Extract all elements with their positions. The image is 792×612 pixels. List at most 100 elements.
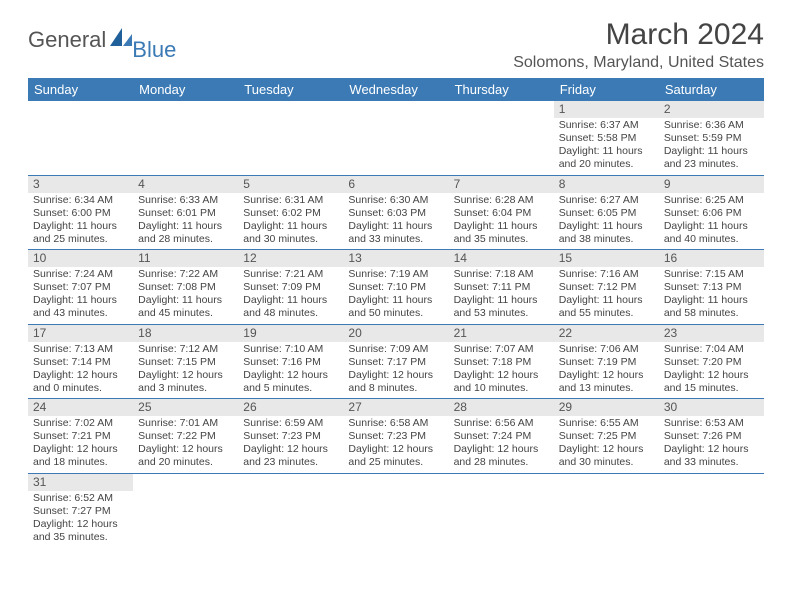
sunrise-text: Sunrise: 6:56 AM bbox=[454, 417, 549, 430]
day-number: 19 bbox=[238, 325, 343, 342]
sunrise-text: Sunrise: 6:34 AM bbox=[33, 194, 128, 207]
day-number: 22 bbox=[554, 325, 659, 342]
calendar-cell: 17Sunrise: 7:13 AMSunset: 7:14 PMDayligh… bbox=[28, 324, 133, 399]
sunset-text: Sunset: 7:07 PM bbox=[33, 281, 128, 294]
calendar-cell: 8Sunrise: 6:27 AMSunset: 6:05 PMDaylight… bbox=[554, 175, 659, 250]
sunrise-text: Sunrise: 7:07 AM bbox=[454, 343, 549, 356]
sunset-text: Sunset: 5:58 PM bbox=[559, 132, 654, 145]
calendar-cell: 29Sunrise: 6:55 AMSunset: 7:25 PMDayligh… bbox=[554, 399, 659, 474]
sunrise-text: Sunrise: 6:55 AM bbox=[559, 417, 654, 430]
sunset-text: Sunset: 6:05 PM bbox=[559, 207, 654, 220]
day-number: 17 bbox=[28, 325, 133, 342]
day-content: Sunrise: 6:33 AMSunset: 6:01 PMDaylight:… bbox=[133, 193, 238, 250]
weekday-header: Thursday bbox=[449, 78, 554, 101]
calendar-cell: 30Sunrise: 6:53 AMSunset: 7:26 PMDayligh… bbox=[659, 399, 764, 474]
sunset-text: Sunset: 7:09 PM bbox=[243, 281, 338, 294]
sunset-text: Sunset: 7:24 PM bbox=[454, 430, 549, 443]
day-number: 12 bbox=[238, 250, 343, 267]
header: General Blue March 2024 Solomons, Maryla… bbox=[28, 18, 764, 72]
sunrise-text: Sunrise: 6:58 AM bbox=[348, 417, 443, 430]
day-content: Sunrise: 6:34 AMSunset: 6:00 PMDaylight:… bbox=[28, 193, 133, 250]
daylight-text: Daylight: 11 hours and 33 minutes. bbox=[348, 220, 443, 246]
day-number: 8 bbox=[554, 176, 659, 193]
day-content: Sunrise: 6:37 AMSunset: 5:58 PMDaylight:… bbox=[554, 118, 659, 175]
sunset-text: Sunset: 7:19 PM bbox=[559, 356, 654, 369]
sunrise-text: Sunrise: 7:18 AM bbox=[454, 268, 549, 281]
sunset-text: Sunset: 6:04 PM bbox=[454, 207, 549, 220]
calendar-cell: 28Sunrise: 6:56 AMSunset: 7:24 PMDayligh… bbox=[449, 399, 554, 474]
day-content: Sunrise: 6:56 AMSunset: 7:24 PMDaylight:… bbox=[449, 416, 554, 473]
daylight-text: Daylight: 11 hours and 48 minutes. bbox=[243, 294, 338, 320]
weekday-header: Sunday bbox=[28, 78, 133, 101]
day-number: 5 bbox=[238, 176, 343, 193]
sunset-text: Sunset: 7:23 PM bbox=[348, 430, 443, 443]
calendar-cell: 4Sunrise: 6:33 AMSunset: 6:01 PMDaylight… bbox=[133, 175, 238, 250]
sunset-text: Sunset: 6:03 PM bbox=[348, 207, 443, 220]
sail-icon bbox=[108, 26, 134, 53]
day-content: Sunrise: 6:53 AMSunset: 7:26 PMDaylight:… bbox=[659, 416, 764, 473]
weekday-header-row: Sunday Monday Tuesday Wednesday Thursday… bbox=[28, 78, 764, 101]
day-number: 24 bbox=[28, 399, 133, 416]
day-number: 1 bbox=[554, 101, 659, 118]
day-number: 6 bbox=[343, 176, 448, 193]
sunrise-text: Sunrise: 7:02 AM bbox=[33, 417, 128, 430]
day-number: 2 bbox=[659, 101, 764, 118]
calendar-cell: 5Sunrise: 6:31 AMSunset: 6:02 PMDaylight… bbox=[238, 175, 343, 250]
sunrise-text: Sunrise: 7:12 AM bbox=[138, 343, 233, 356]
day-content: Sunrise: 6:30 AMSunset: 6:03 PMDaylight:… bbox=[343, 193, 448, 250]
day-content: Sunrise: 7:07 AMSunset: 7:18 PMDaylight:… bbox=[449, 342, 554, 399]
daylight-text: Daylight: 12 hours and 20 minutes. bbox=[138, 443, 233, 469]
day-number: 9 bbox=[659, 176, 764, 193]
sunset-text: Sunset: 7:12 PM bbox=[559, 281, 654, 294]
day-content: Sunrise: 7:12 AMSunset: 7:15 PMDaylight:… bbox=[133, 342, 238, 399]
sunset-text: Sunset: 6:02 PM bbox=[243, 207, 338, 220]
daylight-text: Daylight: 12 hours and 13 minutes. bbox=[559, 369, 654, 395]
calendar-cell: 26Sunrise: 6:59 AMSunset: 7:23 PMDayligh… bbox=[238, 399, 343, 474]
daylight-text: Daylight: 12 hours and 35 minutes. bbox=[33, 518, 128, 544]
day-content: Sunrise: 7:15 AMSunset: 7:13 PMDaylight:… bbox=[659, 267, 764, 324]
day-content: Sunrise: 7:01 AMSunset: 7:22 PMDaylight:… bbox=[133, 416, 238, 473]
calendar-cell bbox=[343, 101, 448, 175]
daylight-text: Daylight: 11 hours and 55 minutes. bbox=[559, 294, 654, 320]
calendar-cell: 31Sunrise: 6:52 AMSunset: 7:27 PMDayligh… bbox=[28, 473, 133, 547]
calendar-cell: 19Sunrise: 7:10 AMSunset: 7:16 PMDayligh… bbox=[238, 324, 343, 399]
daylight-text: Daylight: 12 hours and 3 minutes. bbox=[138, 369, 233, 395]
calendar-cell: 27Sunrise: 6:58 AMSunset: 7:23 PMDayligh… bbox=[343, 399, 448, 474]
sunrise-text: Sunrise: 7:22 AM bbox=[138, 268, 233, 281]
logo-text-sub: Blue bbox=[132, 37, 176, 63]
sunset-text: Sunset: 7:18 PM bbox=[454, 356, 549, 369]
sunrise-text: Sunrise: 7:16 AM bbox=[559, 268, 654, 281]
day-content: Sunrise: 6:31 AMSunset: 6:02 PMDaylight:… bbox=[238, 193, 343, 250]
day-number: 27 bbox=[343, 399, 448, 416]
day-number: 20 bbox=[343, 325, 448, 342]
daylight-text: Daylight: 11 hours and 20 minutes. bbox=[559, 145, 654, 171]
day-number: 13 bbox=[343, 250, 448, 267]
sunset-text: Sunset: 7:13 PM bbox=[664, 281, 759, 294]
calendar-cell: 12Sunrise: 7:21 AMSunset: 7:09 PMDayligh… bbox=[238, 250, 343, 325]
day-number: 23 bbox=[659, 325, 764, 342]
sunrise-text: Sunrise: 6:36 AM bbox=[664, 119, 759, 132]
day-content: Sunrise: 6:36 AMSunset: 5:59 PMDaylight:… bbox=[659, 118, 764, 175]
daylight-text: Daylight: 11 hours and 35 minutes. bbox=[454, 220, 549, 246]
calendar-cell: 2Sunrise: 6:36 AMSunset: 5:59 PMDaylight… bbox=[659, 101, 764, 175]
day-content: Sunrise: 7:13 AMSunset: 7:14 PMDaylight:… bbox=[28, 342, 133, 399]
calendar-cell: 14Sunrise: 7:18 AMSunset: 7:11 PMDayligh… bbox=[449, 250, 554, 325]
sunrise-text: Sunrise: 6:31 AM bbox=[243, 194, 338, 207]
sunrise-text: Sunrise: 6:53 AM bbox=[664, 417, 759, 430]
day-content: Sunrise: 7:16 AMSunset: 7:12 PMDaylight:… bbox=[554, 267, 659, 324]
daylight-text: Daylight: 12 hours and 8 minutes. bbox=[348, 369, 443, 395]
sunrise-text: Sunrise: 7:06 AM bbox=[559, 343, 654, 356]
day-number: 29 bbox=[554, 399, 659, 416]
calendar-cell: 15Sunrise: 7:16 AMSunset: 7:12 PMDayligh… bbox=[554, 250, 659, 325]
calendar-cell: 10Sunrise: 7:24 AMSunset: 7:07 PMDayligh… bbox=[28, 250, 133, 325]
sunset-text: Sunset: 7:20 PM bbox=[664, 356, 759, 369]
daylight-text: Daylight: 12 hours and 5 minutes. bbox=[243, 369, 338, 395]
sunrise-text: Sunrise: 6:52 AM bbox=[33, 492, 128, 505]
calendar-cell: 24Sunrise: 7:02 AMSunset: 7:21 PMDayligh… bbox=[28, 399, 133, 474]
day-content: Sunrise: 7:04 AMSunset: 7:20 PMDaylight:… bbox=[659, 342, 764, 399]
logo-text-main: General bbox=[28, 27, 106, 53]
daylight-text: Daylight: 12 hours and 28 minutes. bbox=[454, 443, 549, 469]
day-content: Sunrise: 6:52 AMSunset: 7:27 PMDaylight:… bbox=[28, 491, 133, 548]
sunrise-text: Sunrise: 7:19 AM bbox=[348, 268, 443, 281]
daylight-text: Daylight: 11 hours and 30 minutes. bbox=[243, 220, 338, 246]
